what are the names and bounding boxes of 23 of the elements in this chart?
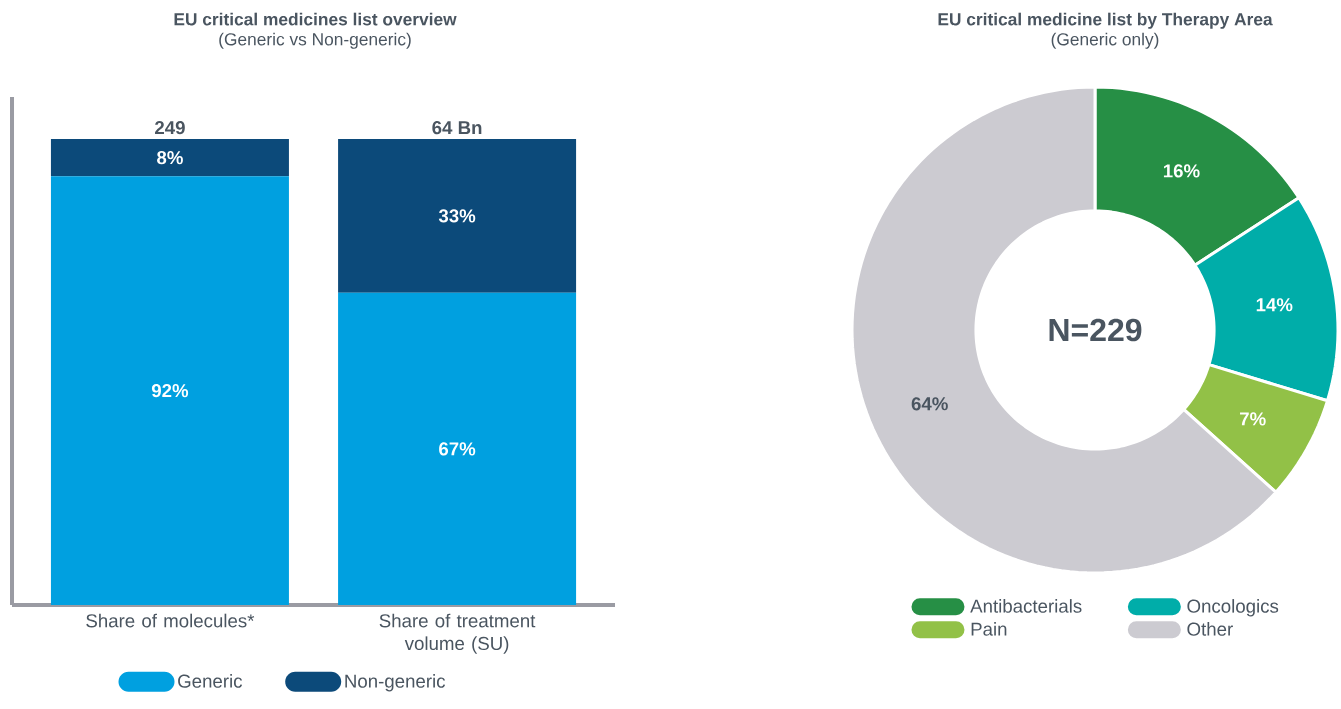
legend-label: Other [1187, 622, 1233, 636]
x-tick-label: Share of treatment volume (SU) [379, 613, 536, 654]
x-tick-label: Share of molecules* [86, 613, 255, 628]
chart-subtitle: (Generic vs Non-generic) [219, 32, 411, 49]
text: 249 [155, 121, 185, 135]
chart-subtitle: (Generic only) [1051, 32, 1159, 49]
data-label: 64% [911, 397, 948, 411]
legend-label: Oncologics [1187, 599, 1279, 617]
text: 64 Bn [432, 121, 482, 135]
legend-label: Non-generic [345, 674, 446, 692]
legend-label: Pain [971, 622, 1007, 636]
data-label: 7% [1240, 412, 1266, 426]
data-label: 92% [151, 384, 189, 398]
text: N=229 [1049, 318, 1142, 342]
chart-title: EU critical medicine list by Therapy Area [938, 12, 1273, 29]
legend-label: Antibacterials [970, 599, 1082, 613]
chart-title: EU critical medicines list overview [174, 12, 457, 26]
data-label: 67% [439, 442, 476, 456]
data-label: 8% [157, 151, 183, 165]
legend-label: Generic [178, 674, 243, 688]
data-label: 33% [438, 209, 476, 223]
data-label: 16% [1163, 164, 1200, 178]
data-label: 14% [1256, 298, 1293, 312]
